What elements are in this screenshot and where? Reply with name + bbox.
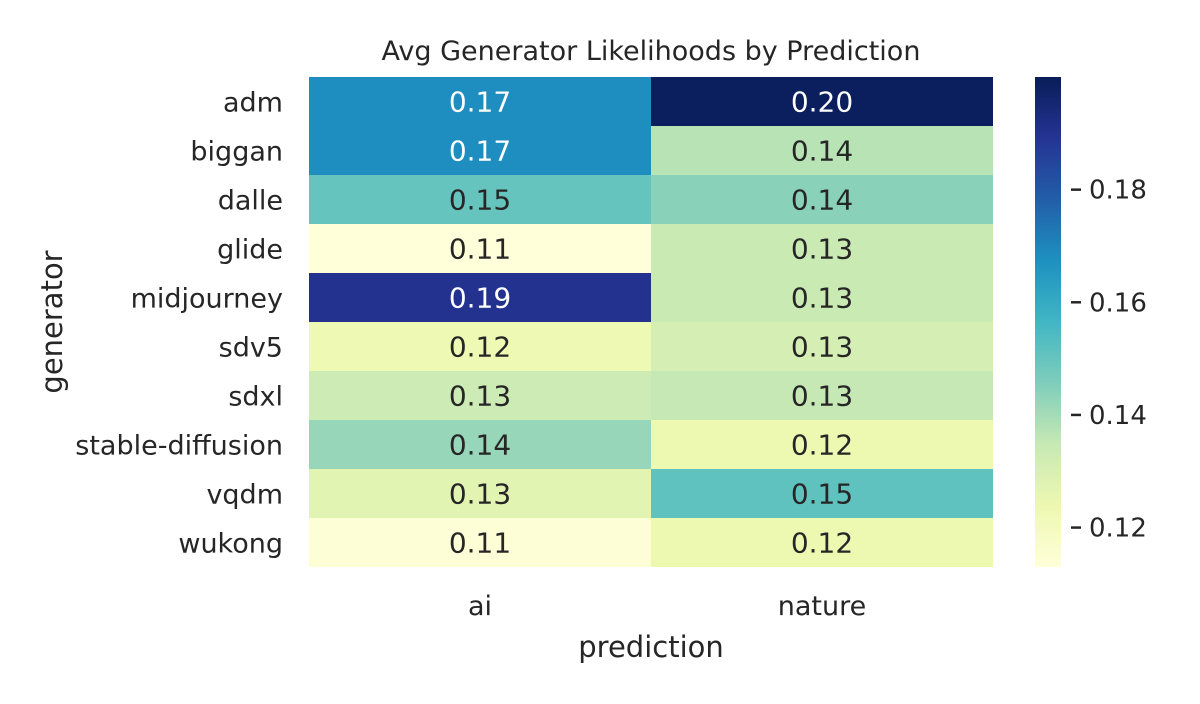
cell-value-label: 0.15 [791, 478, 853, 511]
cell-value-label: 0.14 [791, 135, 853, 168]
cell-value-label: 0.14 [449, 429, 511, 462]
heatmap-cell-dalle-nature [651, 175, 993, 224]
cell-value-label: 0.13 [449, 478, 511, 511]
heatmap-cell-glide-nature [651, 224, 993, 273]
row-label-vqdm: vqdm [206, 480, 283, 511]
cell-value-label: 0.13 [791, 380, 853, 413]
heatmap-cell-vqdm-ai [309, 469, 651, 518]
cell-value-label: 0.15 [449, 184, 511, 217]
heatmap-cell-adm-nature [651, 77, 993, 126]
heatmap-cell-stable-diffusion-ai [309, 420, 651, 469]
heatmap-cell-adm-ai [309, 77, 651, 126]
cell-value-label: 0.13 [791, 331, 853, 364]
cell-value-label: 0.13 [791, 282, 853, 315]
cell-value-label: 0.11 [449, 233, 511, 266]
cell-value-label: 0.20 [791, 86, 853, 119]
row-label-midjourney: midjourney [131, 284, 283, 315]
cell-value-label: 0.19 [449, 282, 511, 315]
heatmap-cell-dalle-ai [309, 175, 651, 224]
colorbar: 0.12 0.14 0.16 0.18 [1035, 77, 1147, 567]
cell-value-label: 0.12 [791, 429, 853, 462]
heatmap-cell-midjourney-nature [651, 273, 993, 322]
row-label-sdv5: sdv5 [219, 333, 283, 364]
cell-value-label: 0.13 [791, 233, 853, 266]
cell-value-label: 0.17 [449, 86, 511, 119]
cell-value-label: 0.13 [449, 380, 511, 413]
row-labels: adm biggan dalle glide midjourney sdv5 sdxl sta… [75, 88, 283, 560]
row-label-dalle: dalle [218, 186, 283, 217]
row-label-wukong: wukong [178, 529, 283, 560]
row-label-biggan: biggan [190, 137, 283, 168]
heatmap-cell-glide-ai [309, 224, 651, 273]
heatmap-cell-sdxl-ai [309, 371, 651, 420]
heatmap-cell-stable-diffusion-nature [651, 420, 993, 469]
colorbar-tick-label: 0.16 [1089, 288, 1147, 318]
heatmap-cell-biggan-nature [651, 126, 993, 175]
colorbar-ticks: 0.12 0.14 0.16 0.18 [1071, 176, 1147, 544]
x-axis-label: prediction [578, 630, 724, 664]
heatmap-cell-sdxl-nature [651, 371, 993, 420]
heatmap-cell-biggan-ai [309, 126, 651, 175]
row-label-sdxl: sdxl [228, 382, 283, 413]
chart-title: Avg Generator Likelihoods by Prediction [382, 36, 921, 67]
cell-value-label: 0.12 [449, 331, 511, 364]
cell-value-label: 0.12 [791, 527, 853, 560]
colorbar-tick-label: 0.12 [1089, 514, 1147, 544]
cell-value-label: 0.17 [449, 135, 511, 168]
row-label-glide: glide [217, 235, 283, 266]
column-labels: ai nature [468, 591, 866, 622]
heatmap-cell-midjourney-ai [309, 273, 651, 322]
y-axis-label: generator [35, 250, 69, 393]
heatmap-cell-sdv5-nature [651, 322, 993, 371]
column-label-ai: ai [468, 591, 492, 622]
cell-value-label: 0.11 [449, 527, 511, 560]
heatmap-cell-wukong-ai [309, 518, 651, 567]
heatmap-cell-sdv5-ai [309, 322, 651, 371]
cell-value-label: 0.14 [791, 184, 853, 217]
heatmap-cell-vqdm-nature [651, 469, 993, 518]
heatmap-cells: 0.17 0.20 0.17 0.14 0.15 0.14 0.11 0.13 0.19 0.13… [309, 77, 993, 567]
column-label-nature: nature [778, 591, 866, 622]
row-label-stable-diffusion: stable-diffusion [75, 431, 283, 462]
colorbar-tick-label: 0.18 [1089, 176, 1147, 206]
heatmap-cell-wukong-nature [651, 518, 993, 567]
colorbar-tick-label: 0.14 [1089, 401, 1147, 431]
row-label-adm: adm [223, 88, 283, 119]
colorbar-gradient [1035, 77, 1061, 567]
